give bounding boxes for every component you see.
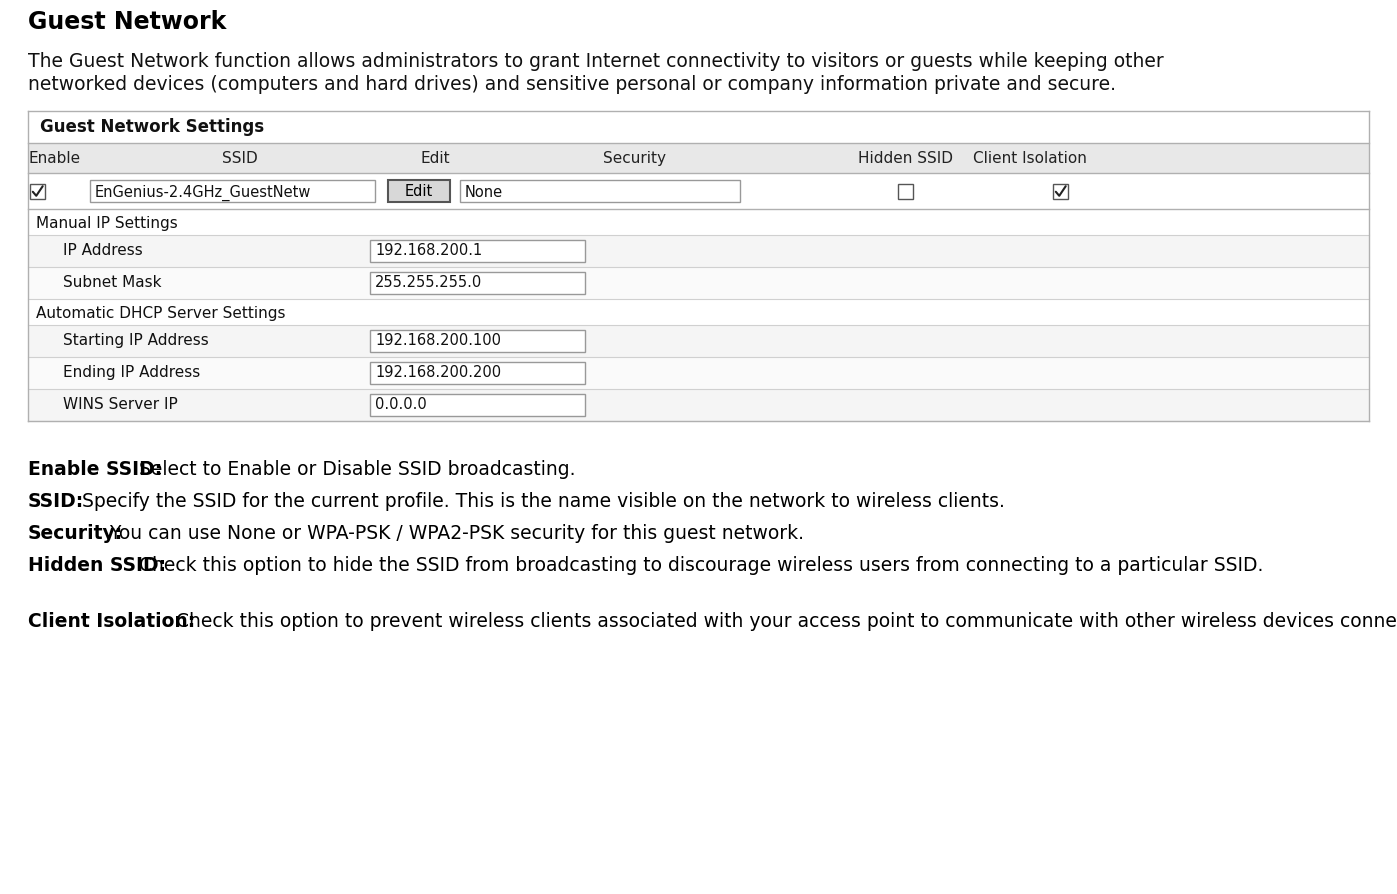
Bar <box>28 267 1369 299</box>
Bar <box>28 358 1369 390</box>
Text: Ending IP Address: Ending IP Address <box>63 365 200 380</box>
Text: None: None <box>465 185 503 199</box>
Bar <box>28 390 1369 422</box>
Text: 192.168.200.200: 192.168.200.200 <box>374 365 502 380</box>
Bar <box>1052 184 1067 199</box>
Bar <box>388 181 450 203</box>
Text: Manual IP Settings: Manual IP Settings <box>36 215 177 231</box>
Text: Security: Security <box>604 151 666 165</box>
Text: The Guest Network function allows administrators to grant Internet connectivity : The Guest Network function allows admini… <box>28 52 1164 71</box>
Text: Enable: Enable <box>29 151 81 165</box>
Bar <box>370 363 585 384</box>
Bar <box>28 144 1369 173</box>
Text: Edit: Edit <box>405 184 433 198</box>
Text: networked devices (computers and hard drives) and sensitive personal or company : networked devices (computers and hard dr… <box>28 75 1116 94</box>
Bar <box>89 181 374 203</box>
Text: 192.168.200.100: 192.168.200.100 <box>374 333 502 348</box>
Text: EnGenius-2.4GHz_GuestNetw: EnGenius-2.4GHz_GuestNetw <box>95 185 312 201</box>
Text: 255.255.255.0: 255.255.255.0 <box>374 274 482 290</box>
Text: Client Isolation:: Client Isolation: <box>28 611 196 630</box>
Text: Check this option to prevent wireless clients associated with your access point : Check this option to prevent wireless cl… <box>170 611 1397 630</box>
Text: 192.168.200.1: 192.168.200.1 <box>374 243 482 257</box>
Text: Guest Network: Guest Network <box>28 10 226 34</box>
Text: Starting IP Address: Starting IP Address <box>63 333 208 348</box>
Text: SSID: SSID <box>222 151 258 165</box>
Bar <box>29 184 45 199</box>
Bar <box>28 325 1369 358</box>
Text: Enable SSID:: Enable SSID: <box>28 460 162 478</box>
Text: Automatic DHCP Server Settings: Automatic DHCP Server Settings <box>36 306 285 321</box>
Text: Hidden SSID: Hidden SSID <box>858 151 953 165</box>
Bar <box>370 394 585 417</box>
Bar <box>370 240 585 263</box>
Text: Specify the SSID for the current profile. This is the name visible on the networ: Specify the SSID for the current profile… <box>75 492 1004 510</box>
Text: Security:: Security: <box>28 523 123 543</box>
Text: Hidden SSID:: Hidden SSID: <box>28 555 166 574</box>
Text: Guest Network Settings: Guest Network Settings <box>41 118 264 136</box>
Text: SSID:: SSID: <box>28 492 84 510</box>
Bar <box>370 273 585 295</box>
Text: You can use None or WPA-PSK / WPA2-PSK security for this guest network.: You can use None or WPA-PSK / WPA2-PSK s… <box>103 523 805 543</box>
Text: 0.0.0.0: 0.0.0.0 <box>374 397 426 411</box>
Text: WINS Server IP: WINS Server IP <box>63 397 177 411</box>
Bar <box>370 331 585 352</box>
Text: Check this option to hide the SSID from broadcasting to discourage wireless user: Check this option to hide the SSID from … <box>133 555 1263 574</box>
Text: Subnet Mask: Subnet Mask <box>63 274 162 290</box>
Text: IP Address: IP Address <box>63 243 142 257</box>
Text: Select to Enable or Disable SSID broadcasting.: Select to Enable or Disable SSID broadca… <box>133 460 576 478</box>
Text: Client Isolation: Client Isolation <box>974 151 1087 165</box>
Bar <box>28 236 1369 267</box>
Bar <box>460 181 740 203</box>
Bar <box>897 184 912 199</box>
Text: Edit: Edit <box>420 151 450 165</box>
